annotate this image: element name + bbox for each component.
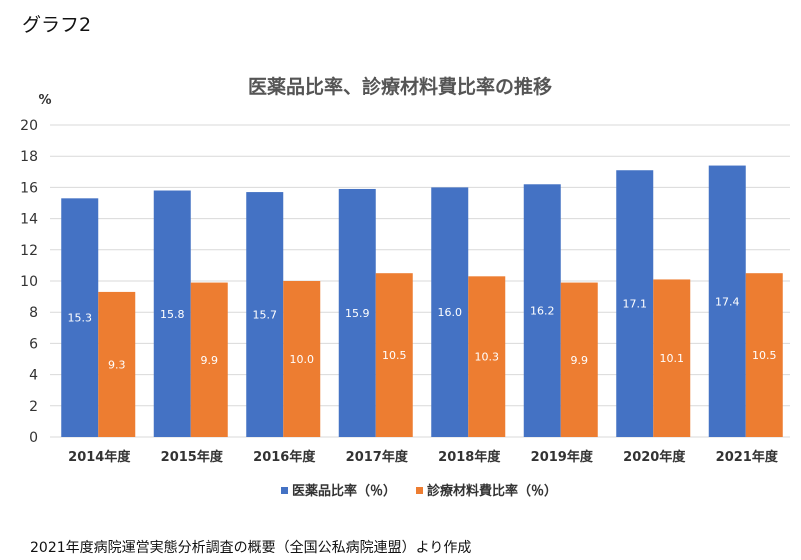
bars	[61, 165, 783, 438]
x-tick-label: 2014年度	[68, 449, 131, 465]
data-label: 10.0	[290, 353, 315, 366]
y-tick-label: 10	[20, 274, 38, 290]
bar-series-1	[708, 165, 746, 437]
bar-series-2	[560, 282, 598, 437]
data-label: 10.3	[475, 351, 500, 364]
data-label: 17.1	[623, 298, 648, 311]
y-tick-label: 18	[20, 149, 38, 165]
bar-series-2	[190, 282, 228, 437]
data-label: 9.3	[108, 358, 126, 371]
bar-series-2	[283, 281, 321, 437]
bar-series-2	[375, 273, 413, 437]
bar-series-1	[61, 198, 99, 437]
y-tick-label: 2	[29, 399, 38, 415]
y-axis-unit: %	[38, 93, 51, 108]
data-label: 9.9	[201, 354, 219, 367]
x-axis-ticks: 2014年度 2015年度 2016年度 2017年度 2018年度 2019年度 2020…	[68, 449, 779, 465]
source-note: 2021年度病院運営実態分析調査の概要（全国公私病院連盟）より作成	[30, 540, 472, 556]
legend-label-1: 医薬品比率（％）	[292, 483, 396, 499]
data-labels: 15.3 9.3 15.8 9.9 15.7 10.0 15.9 10.5 16.0 10.3 16…	[68, 295, 777, 371]
y-tick-label: 12	[20, 243, 38, 259]
legend: 医薬品比率（％） 診療材料費比率（％）	[281, 483, 557, 499]
bar-chart: 医薬品比率、診療材料費比率の推移 % 0 2 4 6 8 10 12 14 16 18 20 15.…	[20, 75, 790, 499]
x-tick-label: 2016年度	[253, 449, 316, 465]
bar-series-1	[153, 190, 191, 437]
bar-series-1	[246, 192, 284, 437]
chart-title: 医薬品比率、診療材料費比率の推移	[248, 75, 552, 98]
y-tick-label: 14	[20, 212, 38, 228]
bar-series-1	[616, 170, 654, 438]
data-label: 9.9	[571, 354, 589, 367]
legend-swatch-1	[281, 487, 288, 494]
bar-series-1	[523, 184, 561, 437]
bar-series-2	[653, 279, 691, 437]
x-tick-label: 2021年度	[716, 449, 779, 465]
y-tick-label: 6	[29, 336, 38, 352]
data-label: 15.7	[253, 309, 278, 322]
legend-label-2: 診療材料費比率（％）	[427, 483, 557, 499]
y-tick-label: 20	[20, 118, 38, 134]
data-label: 10.5	[382, 349, 407, 362]
y-axis-ticks: 0 2 4 6 8 10 12 14 16 18 20	[20, 118, 38, 446]
data-label: 16.0	[438, 306, 463, 319]
bar-series-1	[338, 188, 376, 437]
x-tick-label: 2020年度	[623, 449, 686, 465]
legend-swatch-2	[416, 487, 423, 494]
x-tick-label: 2015年度	[161, 449, 224, 465]
data-label: 15.9	[345, 307, 370, 320]
data-label: 15.8	[160, 308, 185, 321]
data-label: 10.1	[660, 352, 685, 365]
bar-series-2	[745, 273, 783, 437]
x-tick-label: 2017年度	[346, 449, 409, 465]
figure-label: グラフ2	[22, 14, 92, 36]
y-tick-label: 0	[29, 430, 38, 446]
bar-series-1	[431, 187, 469, 437]
data-label: 10.5	[752, 349, 777, 362]
data-label: 16.2	[530, 305, 555, 318]
data-label: 17.4	[715, 295, 740, 308]
x-tick-label: 2018年度	[438, 449, 501, 465]
y-tick-label: 8	[29, 305, 38, 321]
bar-series-2	[98, 291, 136, 437]
y-tick-label: 16	[20, 180, 38, 196]
x-tick-label: 2019年度	[531, 449, 594, 465]
data-label: 15.3	[68, 312, 93, 325]
bar-series-2	[468, 276, 506, 437]
y-tick-label: 4	[29, 368, 38, 384]
